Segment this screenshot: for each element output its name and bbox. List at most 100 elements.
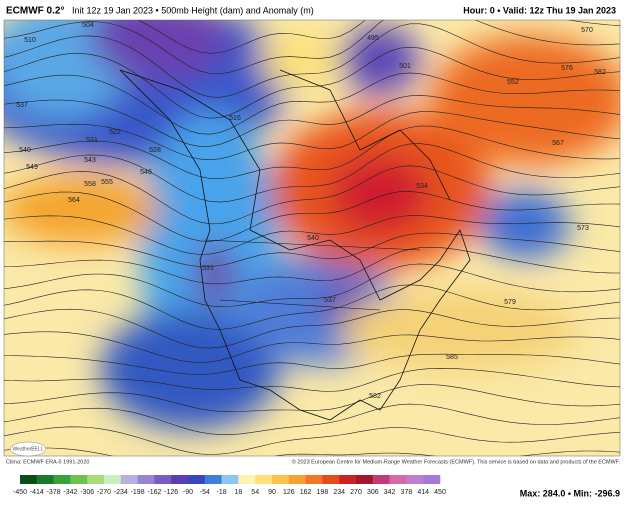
contour-label: 516 bbox=[229, 115, 241, 122]
colorbar-tick-label: 162 bbox=[300, 489, 312, 496]
colorbar-segment bbox=[305, 475, 323, 484]
contour-label: 501 bbox=[399, 63, 411, 70]
contour-line bbox=[4, 353, 620, 375]
colorbar-tick-label: 378 bbox=[401, 489, 413, 496]
contour-label: 576 bbox=[561, 65, 573, 72]
contour-label: 579 bbox=[504, 299, 516, 306]
colorbar-segment bbox=[372, 475, 390, 484]
colorbar-tick-label: 198 bbox=[317, 489, 329, 496]
contour-line bbox=[4, 426, 620, 455]
colorbar-tick-label: -378 bbox=[47, 489, 61, 496]
contour-line bbox=[4, 263, 620, 308]
colorbar-tick-label: -306 bbox=[80, 489, 94, 496]
colorbar-tick-label: 126 bbox=[283, 489, 295, 496]
copyright-note: © 2023 European Centre for Medium-Range … bbox=[292, 458, 621, 465]
contour-line bbox=[4, 165, 620, 225]
colorbar-segment bbox=[423, 475, 441, 484]
colorbar-segment bbox=[36, 475, 54, 484]
map-frame bbox=[3, 19, 621, 457]
colorbar-tick-label: -90 bbox=[183, 489, 193, 496]
colorbar-segment bbox=[288, 475, 306, 484]
model-label: ECMWF 0.2° bbox=[6, 6, 64, 17]
colorbar-segment bbox=[188, 475, 206, 484]
run-label: Init 12z 19 Jan 2023 • 500mb Height (dam… bbox=[72, 5, 314, 15]
contour-label: 537 bbox=[324, 297, 336, 304]
colorbar-segment bbox=[204, 475, 222, 484]
colorbar-segment bbox=[339, 475, 357, 484]
contour-line bbox=[4, 125, 620, 180]
contour-line bbox=[4, 232, 620, 268]
colorbar-tick-label: -126 bbox=[164, 489, 178, 496]
colorbar-segment bbox=[406, 475, 424, 484]
colorbar-tick-label: -414 bbox=[30, 489, 44, 496]
contour-label: 537 bbox=[16, 102, 28, 109]
colorbar-segment bbox=[120, 475, 138, 484]
colorbar-segment bbox=[238, 475, 256, 484]
contour-line bbox=[4, 331, 620, 363]
contour-label: 552 bbox=[507, 79, 519, 86]
colorbar-tick-label: -198 bbox=[131, 489, 145, 496]
colorbar-tick-label: -54 bbox=[200, 489, 210, 496]
contour-label: 510 bbox=[24, 37, 36, 44]
colorbar-segment bbox=[171, 475, 189, 484]
contour-label: 582 bbox=[594, 69, 606, 76]
contour-line bbox=[4, 72, 620, 135]
colorbar-tick-label: -342 bbox=[63, 489, 77, 496]
anomaly-field bbox=[4, 20, 620, 430]
colorbar-segment bbox=[356, 475, 374, 484]
map: 510 504 537 531 522 540 549 543 558 555 564 516 528 5… bbox=[4, 20, 620, 456]
colorbar-tick-label: -270 bbox=[97, 489, 111, 496]
colorbar-tick-label: 54 bbox=[251, 489, 259, 496]
contour-label: 534 bbox=[416, 183, 428, 190]
contour-label: 573 bbox=[577, 225, 589, 232]
contour-line bbox=[4, 20, 620, 75]
contour-label: 540 bbox=[19, 147, 31, 154]
contour-line bbox=[4, 384, 620, 413]
contour-line bbox=[4, 23, 620, 98]
logo: WeatherBELL bbox=[12, 446, 43, 452]
clima-note: Clima: ECMWF ERA-5 1991-2020 bbox=[6, 459, 89, 465]
contour-label: 555 bbox=[101, 179, 113, 186]
contour-label: 543 bbox=[84, 157, 96, 164]
contour-label: 585 bbox=[446, 354, 458, 361]
colorbar-segment bbox=[154, 475, 172, 484]
colorbar-tick-label: 306 bbox=[367, 489, 379, 496]
colorbar-tick-label: 270 bbox=[350, 489, 362, 496]
colorbar-tick-label: 234 bbox=[333, 489, 345, 496]
contour-line bbox=[4, 215, 620, 255]
max-min: Max: 284.0 • Min: -296.9 bbox=[520, 488, 620, 498]
contour-label: 567 bbox=[552, 140, 564, 147]
contour-label: 531 bbox=[86, 137, 98, 144]
colorbar-segment bbox=[53, 475, 71, 484]
colorbar-tick-label: 342 bbox=[384, 489, 396, 496]
contour-line bbox=[4, 143, 620, 203]
colorbar-tick-label: 18 bbox=[235, 489, 243, 496]
colorbar-segment bbox=[87, 475, 105, 484]
colorbar-tick-label: -234 bbox=[114, 489, 128, 496]
contour-line bbox=[4, 284, 620, 330]
colorbar-tick-label: 450 bbox=[434, 489, 446, 496]
colorbar-segment bbox=[137, 475, 155, 484]
colorbar-segment bbox=[389, 475, 407, 484]
contour-line bbox=[4, 191, 620, 242]
contour-line bbox=[137, 20, 620, 54]
contour-label: 582 bbox=[369, 393, 381, 400]
contour-line bbox=[4, 308, 620, 349]
contour-label: 549 bbox=[26, 164, 38, 171]
contour-label: 504 bbox=[82, 22, 94, 29]
contour-label: 540 bbox=[307, 235, 319, 242]
colorbar-tick-label: 90 bbox=[268, 489, 276, 496]
height-contours bbox=[4, 20, 620, 456]
contour-line bbox=[4, 111, 620, 161]
contour-line bbox=[4, 246, 620, 285]
valid-label: Hour: 0 • Valid: 12z Thu 19 Jan 2023 bbox=[463, 5, 616, 15]
contour-line bbox=[4, 403, 620, 435]
colorbar-segment bbox=[221, 475, 239, 484]
colorbar-segment bbox=[255, 475, 273, 484]
colorbar-segment bbox=[70, 475, 88, 484]
contour-line bbox=[4, 447, 620, 456]
logo-badge bbox=[9, 441, 47, 457]
colorbar-tick-label: -162 bbox=[147, 489, 161, 496]
contour-line bbox=[4, 95, 620, 147]
